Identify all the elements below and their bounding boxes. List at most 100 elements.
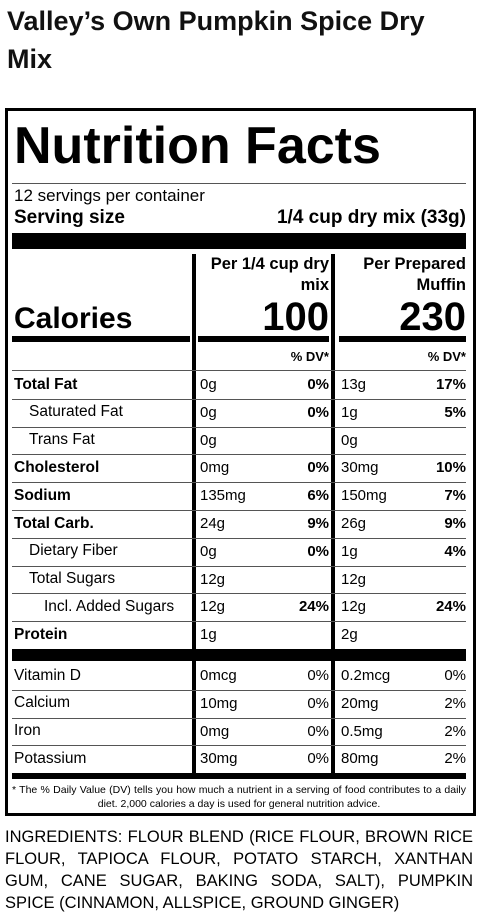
column-divider xyxy=(331,254,335,779)
daily-value: 9% xyxy=(307,514,329,532)
servings: 12 servings per container xyxy=(14,185,205,205)
daily-value: 6% xyxy=(307,487,329,505)
nutrient-name: Sodium xyxy=(14,486,71,504)
nutrient-name: Iron xyxy=(14,722,41,740)
amount: 26g xyxy=(341,514,367,532)
amount: 1g xyxy=(341,542,358,560)
rule xyxy=(12,717,466,719)
column-header: Per Prepared Muffin xyxy=(363,255,466,294)
daily-value: 7% xyxy=(444,487,466,505)
daily-value: 10% xyxy=(435,459,466,477)
nutrient-name: Total Sugars xyxy=(29,570,116,588)
daily-value: 0% xyxy=(307,666,329,684)
amount: 13g xyxy=(341,375,367,393)
daily-value: 24% xyxy=(435,598,466,616)
amount: 0mcg xyxy=(200,666,237,684)
amount: 0mg xyxy=(200,722,230,740)
daily-value: 0% xyxy=(307,694,329,712)
amount: 12g xyxy=(341,598,367,616)
serving-size: 1/4 cup dry mix (33g) xyxy=(276,206,466,228)
thick-rule xyxy=(12,649,466,661)
amount: 1g xyxy=(341,403,358,421)
rule xyxy=(12,426,466,428)
nutrient-name: Vitamin D xyxy=(14,666,81,684)
amount: 2g xyxy=(341,626,358,644)
nutrient-name: Incl. Added Sugars xyxy=(44,598,175,615)
amount: 0g xyxy=(200,542,217,560)
footnote: * The % Daily Value (DV) tells you how m… xyxy=(12,784,466,810)
thick-rule xyxy=(12,336,190,342)
nutrient-name: Total Carb. xyxy=(14,514,94,532)
daily-value: 2% xyxy=(444,750,466,768)
daily-value: 17% xyxy=(435,375,466,393)
label-heading: Nutrition Facts xyxy=(14,116,381,175)
amount: 0g xyxy=(200,375,217,393)
amount: 0.5mg xyxy=(341,722,383,740)
product-title: Valley’s Own Pumpkin Spice Dry Mix xyxy=(7,6,425,74)
amount: 0g xyxy=(341,431,358,449)
nutrient-name: Saturated Fat xyxy=(29,403,123,421)
amount: 12g xyxy=(341,570,367,588)
rule xyxy=(12,537,466,539)
column-header: Per 1/4 cup dry mix xyxy=(210,255,329,294)
nutrient-name: Dietary Fiber xyxy=(29,542,118,560)
daily-value: 2% xyxy=(444,694,466,712)
amount: 80mg xyxy=(341,750,379,768)
nutrient-name: Total Fat xyxy=(14,375,78,393)
dv-header: % DV* xyxy=(427,349,466,365)
amount: 1g xyxy=(200,626,217,644)
amount: 30mg xyxy=(341,459,379,477)
amount: 20mg xyxy=(341,694,379,712)
calories-value: 100 xyxy=(262,295,329,339)
amount: 24g xyxy=(200,514,226,532)
rule xyxy=(12,398,466,400)
thick-rule xyxy=(198,336,329,342)
thick-rule xyxy=(12,773,466,779)
calories-label: Calories xyxy=(14,302,133,335)
ingredients: INGREDIENTS: FLOUR BLEND (RICE FLOUR, BR… xyxy=(5,828,473,912)
rule xyxy=(12,593,466,595)
amount: 12g xyxy=(200,570,226,588)
amount: 135mg xyxy=(200,487,246,505)
daily-value: 5% xyxy=(444,403,466,421)
rule xyxy=(12,621,466,623)
amount: 150mg xyxy=(341,487,387,505)
rule xyxy=(12,370,466,371)
daily-value: 0% xyxy=(307,375,329,393)
daily-value: 0% xyxy=(307,403,329,421)
rule xyxy=(12,510,466,511)
rule xyxy=(12,745,466,747)
thick-rule xyxy=(339,336,466,342)
calories-value: 230 xyxy=(399,295,466,339)
daily-value: 4% xyxy=(444,542,466,560)
nutrient-name: Calcium xyxy=(14,694,70,712)
rule xyxy=(12,689,466,691)
column-divider xyxy=(192,254,196,779)
thick-rule xyxy=(12,233,466,249)
amount: 0g xyxy=(200,403,217,421)
amount: 0mg xyxy=(200,459,230,477)
nutrient-name: Trans Fat xyxy=(29,431,95,449)
amount: 30mg xyxy=(200,750,238,768)
daily-value: 24% xyxy=(298,598,329,616)
nutrition-label xyxy=(5,108,476,816)
rule xyxy=(12,454,466,456)
nutrient-name: Cholesterol xyxy=(14,459,100,476)
daily-value: 0% xyxy=(307,750,329,768)
amount: 0g xyxy=(200,431,217,449)
rule xyxy=(12,482,466,484)
dv-header: % DV* xyxy=(290,349,329,365)
daily-value: 0% xyxy=(444,666,466,684)
nutrient-name: Potassium xyxy=(14,750,87,767)
amount: 12g xyxy=(200,598,226,616)
amount: 0.2mcg xyxy=(341,666,391,684)
nutrient-name: Protein xyxy=(14,625,68,643)
rule xyxy=(12,565,466,567)
daily-value: 9% xyxy=(444,514,466,532)
amount: 10mg xyxy=(200,694,238,712)
daily-value: 0% xyxy=(307,459,329,477)
serving-size-label: Serving size xyxy=(14,206,125,228)
daily-value: 2% xyxy=(444,722,466,740)
daily-value: 0% xyxy=(307,542,329,560)
